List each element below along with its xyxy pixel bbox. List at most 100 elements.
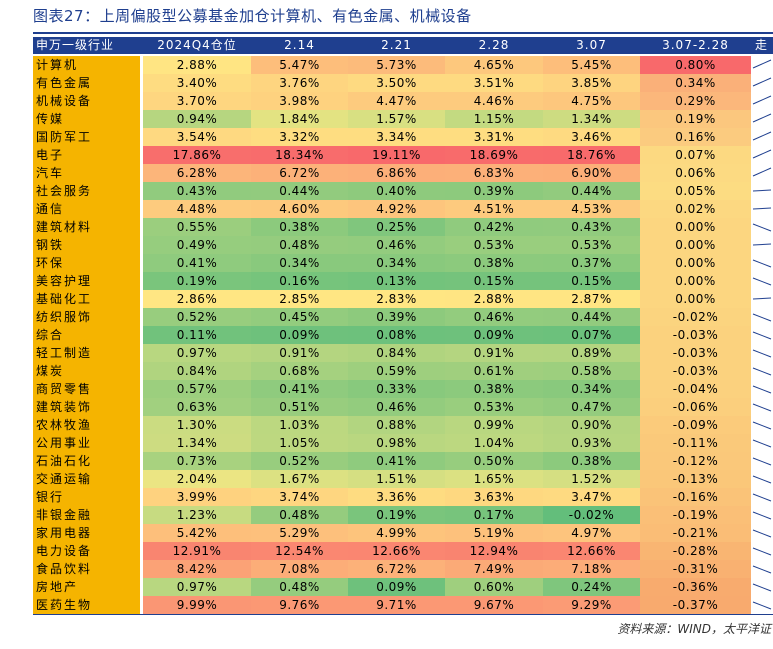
cell-change: 0.00% <box>640 218 751 236</box>
cell-0214: 0.34% <box>251 254 348 272</box>
cell-0307: 9.29% <box>543 596 640 614</box>
cell-0214: 1.84% <box>251 110 348 128</box>
cell-0307: 6.90% <box>543 164 640 182</box>
table-row: 社会服务 0.43% 0.44% 0.40% 0.39% 0.44% 0.05% <box>33 182 773 200</box>
cell-0307: 0.47% <box>543 398 640 416</box>
cell-industry: 农林牧渔 <box>33 416 140 434</box>
trend-sparkline <box>751 560 773 578</box>
cell-industry: 建筑装饰 <box>33 398 140 416</box>
cell-0307: 0.24% <box>543 578 640 596</box>
cell-0228: 0.38% <box>445 254 543 272</box>
cell-2024q4: 0.94% <box>143 110 251 128</box>
table-row: 交通运输 2.04% 1.67% 1.51% 1.65% 1.52% -0.13% <box>33 470 773 488</box>
cell-0214: 0.48% <box>251 578 348 596</box>
cell-0228: 7.49% <box>445 560 543 578</box>
cell-0307: 7.18% <box>543 560 640 578</box>
cell-change: 0.02% <box>640 200 751 218</box>
cell-industry: 机械设备 <box>33 92 140 110</box>
cell-0214: 3.32% <box>251 128 348 146</box>
cell-0221: 19.11% <box>348 146 445 164</box>
cell-0228: 0.91% <box>445 344 543 362</box>
cell-0221: 0.39% <box>348 308 445 326</box>
cell-0214: 3.76% <box>251 74 348 92</box>
column-header-change: 3.07-2.28 <box>640 37 751 54</box>
cell-0221: 0.41% <box>348 452 445 470</box>
cell-0214: 0.16% <box>251 272 348 290</box>
table-row: 建筑装饰 0.63% 0.51% 0.46% 0.53% 0.47% -0.06% <box>33 398 773 416</box>
column-header-0307: 3.07 <box>543 37 640 54</box>
trend-sparkline <box>751 254 773 272</box>
cell-change: 0.34% <box>640 74 751 92</box>
table-row: 电力设备 12.91% 12.54% 12.66% 12.94% 12.66% -0.28% <box>33 542 773 560</box>
trend-sparkline <box>751 524 773 542</box>
cell-0221: 0.98% <box>348 434 445 452</box>
table-row: 通信 4.48% 4.60% 4.92% 4.51% 4.53% 0.02% <box>33 200 773 218</box>
cell-0214: 0.09% <box>251 326 348 344</box>
cell-0221: 5.73% <box>348 56 445 74</box>
trend-sparkline <box>751 218 773 236</box>
cell-2024q4: 0.84% <box>143 362 251 380</box>
cell-0221: 4.47% <box>348 92 445 110</box>
cell-0228: 0.09% <box>445 326 543 344</box>
cell-0214: 5.29% <box>251 524 348 542</box>
trend-sparkline <box>751 92 773 110</box>
cell-2024q4: 1.23% <box>143 506 251 524</box>
cell-0307: 2.87% <box>543 290 640 308</box>
table-row: 美容护理 0.19% 0.16% 0.13% 0.15% 0.15% 0.00% <box>33 272 773 290</box>
cell-change: -0.03% <box>640 326 751 344</box>
trend-sparkline <box>751 272 773 290</box>
cell-change: -0.12% <box>640 452 751 470</box>
cell-0307: 0.89% <box>543 344 640 362</box>
cell-0221: 6.86% <box>348 164 445 182</box>
trend-sparkline <box>751 506 773 524</box>
cell-0228: 4.51% <box>445 200 543 218</box>
cell-0221: 3.50% <box>348 74 445 92</box>
cell-0221: 0.25% <box>348 218 445 236</box>
cell-0307: 0.93% <box>543 434 640 452</box>
cell-change: 0.05% <box>640 182 751 200</box>
cell-industry: 煤炭 <box>33 362 140 380</box>
cell-change: 0.29% <box>640 92 751 110</box>
cell-2024q4: 8.42% <box>143 560 251 578</box>
cell-0228: 4.46% <box>445 92 543 110</box>
cell-0307: 0.53% <box>543 236 640 254</box>
cell-industry: 医药生物 <box>33 596 140 614</box>
cell-change: -0.02% <box>640 308 751 326</box>
trend-sparkline <box>751 326 773 344</box>
cell-0228: 0.46% <box>445 308 543 326</box>
trend-sparkline <box>751 578 773 596</box>
source-note: 资料来源：WIND，太平洋证 <box>617 622 771 636</box>
cell-0221: 0.33% <box>348 380 445 398</box>
cell-2024q4: 0.97% <box>143 578 251 596</box>
cell-2024q4: 5.42% <box>143 524 251 542</box>
cell-0307: 4.53% <box>543 200 640 218</box>
table-row: 房地产 0.97% 0.48% 0.09% 0.60% 0.24% -0.36% <box>33 578 773 596</box>
cell-change: 0.07% <box>640 146 751 164</box>
trend-sparkline <box>751 344 773 362</box>
trend-sparkline <box>751 452 773 470</box>
cell-change: -0.36% <box>640 578 751 596</box>
cell-0221: 0.13% <box>348 272 445 290</box>
cell-industry: 商贸零售 <box>33 380 140 398</box>
cell-industry: 公用事业 <box>33 434 140 452</box>
cell-0307: 0.43% <box>543 218 640 236</box>
cell-0214: 0.38% <box>251 218 348 236</box>
cell-2024q4: 6.28% <box>143 164 251 182</box>
cell-0307: 0.44% <box>543 308 640 326</box>
cell-0221: 0.08% <box>348 326 445 344</box>
cell-industry: 纺织服饰 <box>33 308 140 326</box>
cell-industry: 有色金属 <box>33 74 140 92</box>
cell-0307: 1.52% <box>543 470 640 488</box>
cell-0228: 3.31% <box>445 128 543 146</box>
table-row: 电子 17.86% 18.34% 19.11% 18.69% 18.76% 0.07% <box>33 146 773 164</box>
cell-0221: 0.34% <box>348 254 445 272</box>
trend-sparkline <box>751 380 773 398</box>
title-divider <box>33 32 773 34</box>
column-header-0228: 2.28 <box>445 37 543 54</box>
cell-0221: 4.99% <box>348 524 445 542</box>
cell-2024q4: 3.54% <box>143 128 251 146</box>
cell-0228: 12.94% <box>445 542 543 560</box>
cell-0307: 0.15% <box>543 272 640 290</box>
cell-2024q4: 0.41% <box>143 254 251 272</box>
cell-industry: 钢铁 <box>33 236 140 254</box>
